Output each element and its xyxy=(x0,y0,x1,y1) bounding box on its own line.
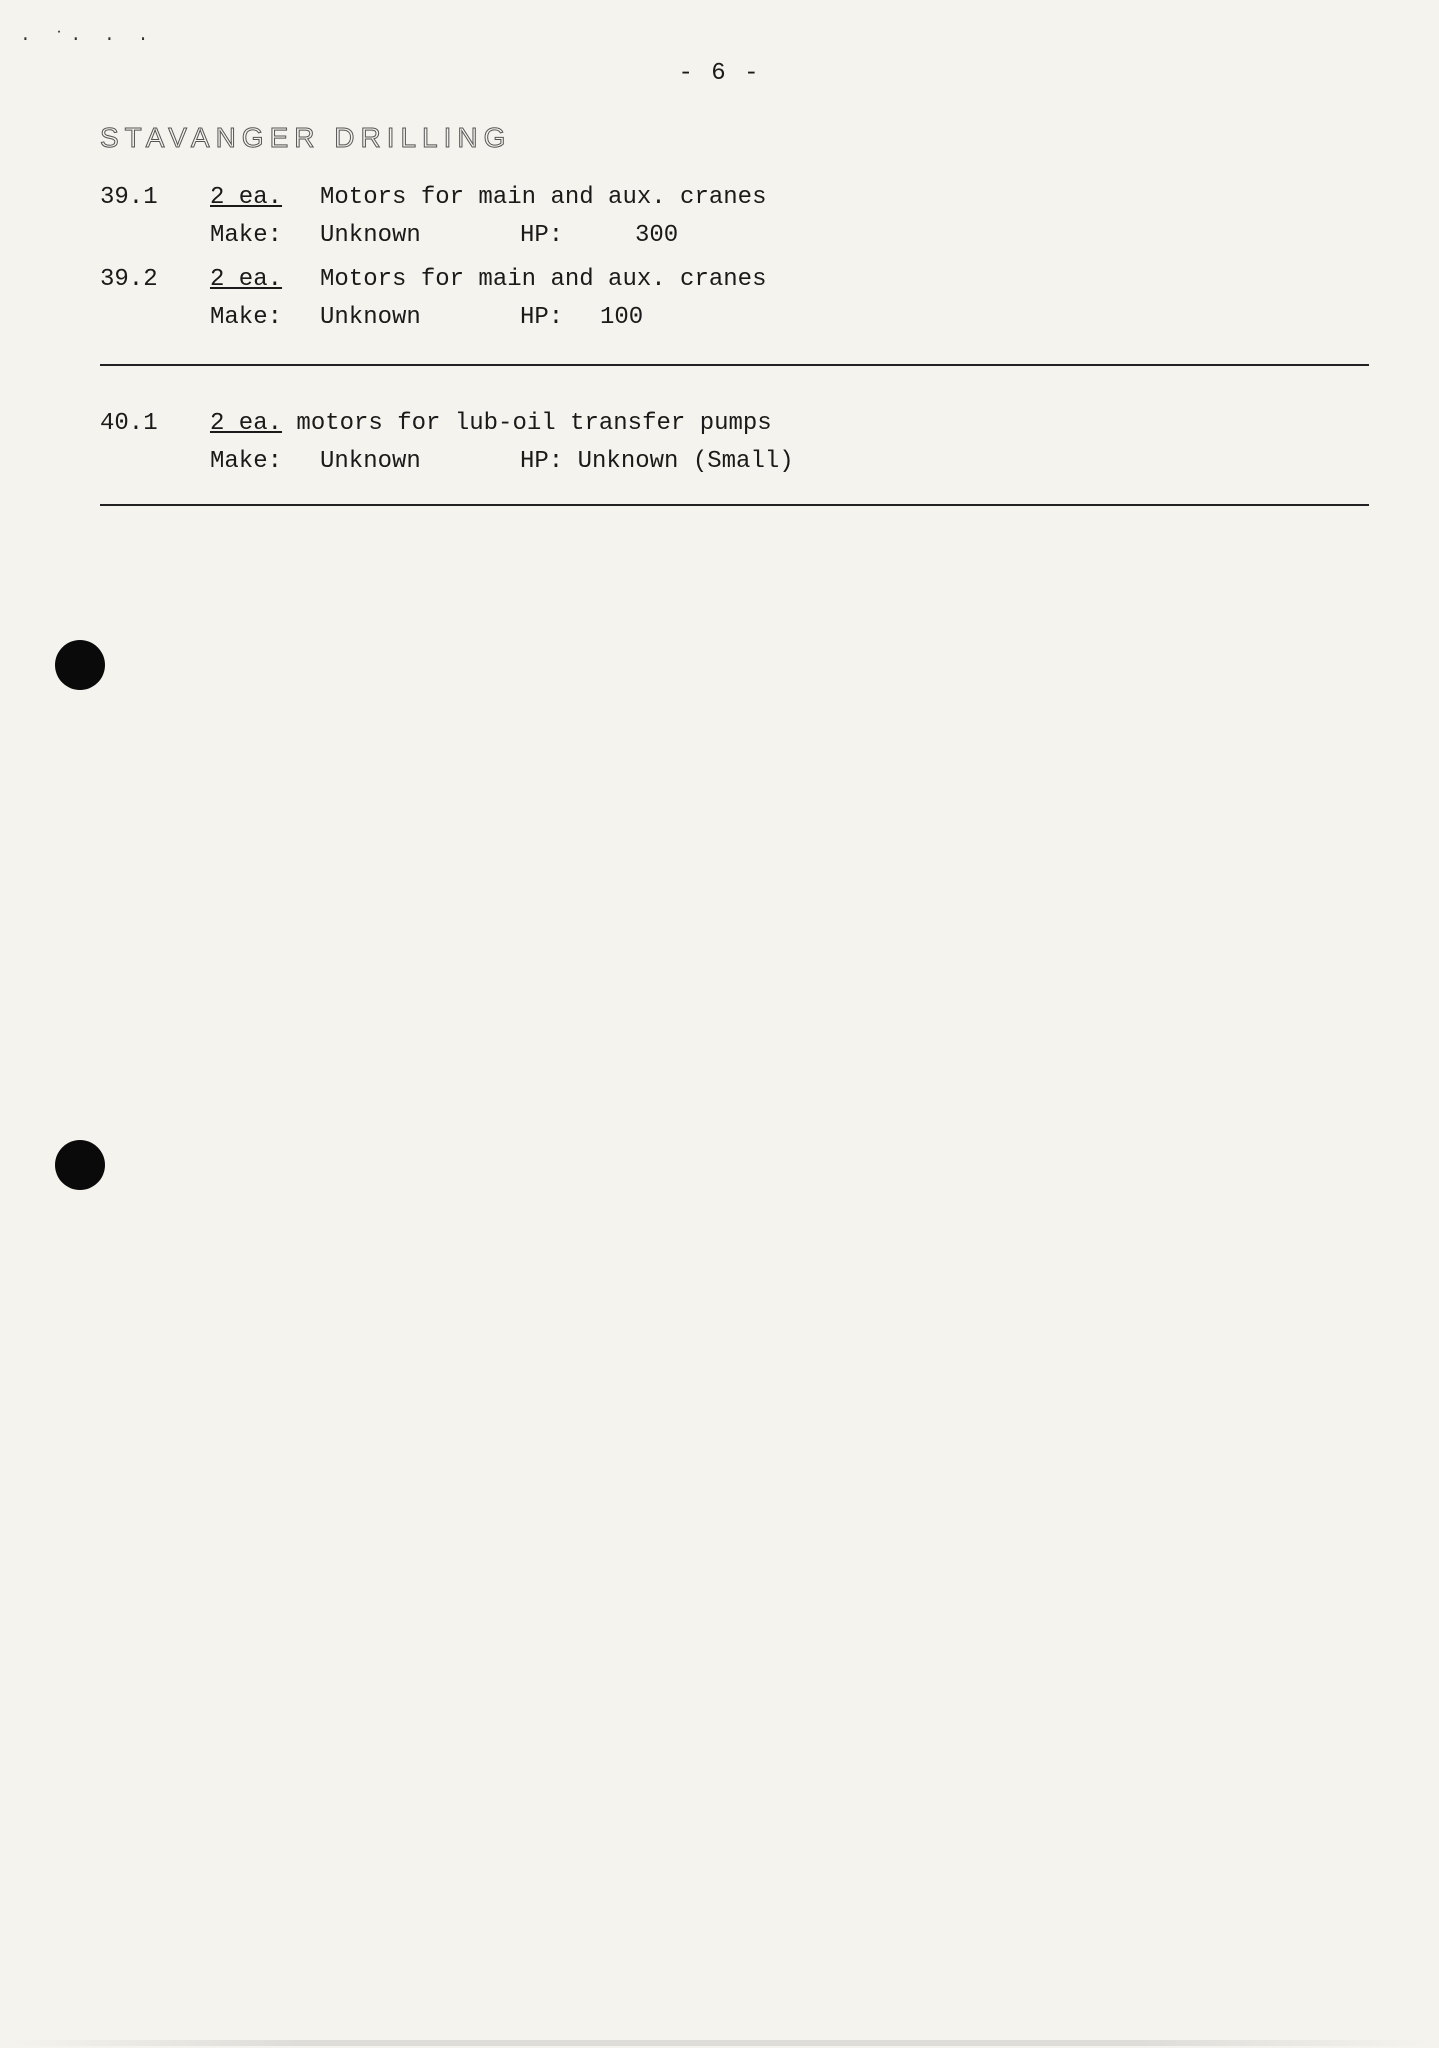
make-value: Unknown xyxy=(320,444,520,480)
letterhead-title: STAVANGER DRILLING xyxy=(100,122,511,154)
page-bottom-edge xyxy=(10,2040,1429,2046)
content-area: 39.1 2 ea. Motors for main and aux. cran… xyxy=(100,180,1369,506)
document-page: · ˙· · · - 6 - STAVANGER DRILLING 39.1 2… xyxy=(0,0,1439,2048)
description: Motors for main and aux. cranes xyxy=(320,180,766,216)
entry-39-1: 39.1 2 ea. Motors for main and aux. cran… xyxy=(100,180,1369,254)
quantity: 2 ea. xyxy=(210,180,320,216)
description: motors for lub-oil transfer pumps xyxy=(296,410,771,437)
item-number: 40.1 xyxy=(100,406,210,442)
entry-line: Make: Unknown HP: Unknown (Small) xyxy=(100,444,1369,480)
item-number: 39.2 xyxy=(100,262,210,298)
page-number: - 6 - xyxy=(0,60,1439,87)
make-label: Make: xyxy=(210,444,320,480)
quantity: 2 ea. xyxy=(210,262,320,298)
description: Motors for main and aux. cranes xyxy=(320,262,766,298)
entry-line: 40.1 2 ea. motors for lub-oil transfer p… xyxy=(100,406,1369,442)
entry-line: 39.1 2 ea. Motors for main and aux. cran… xyxy=(100,180,1369,216)
make-value: Unknown xyxy=(320,300,520,336)
hole-punch-icon xyxy=(55,640,105,690)
hp-label: HP: xyxy=(520,448,563,475)
hole-punch-icon xyxy=(55,1140,105,1190)
section-divider xyxy=(100,364,1369,366)
quantity: 2 ea. xyxy=(210,410,282,437)
entry-39-2: 39.2 2 ea. Motors for main and aux. cran… xyxy=(100,262,1369,336)
hp-block: HP: Unknown (Small) xyxy=(520,444,794,480)
hp-value: 100 xyxy=(600,300,643,336)
hp-label: HP: xyxy=(520,218,600,254)
entry-line: Make: Unknown HP: 100 xyxy=(100,300,1369,336)
item-number: 39.1 xyxy=(100,180,210,216)
scan-artifact-specks: · ˙· · · xyxy=(20,30,154,50)
hp-value: 300 xyxy=(635,218,678,254)
make-label: Make: xyxy=(210,218,320,254)
spacer xyxy=(100,444,210,480)
spacer xyxy=(100,300,210,336)
make-value: Unknown xyxy=(320,218,520,254)
qty-desc: 2 ea. motors for lub-oil transfer pumps xyxy=(210,406,772,442)
entry-line: Make: Unknown HP: 300 xyxy=(100,218,1369,254)
entry-40-1: 40.1 2 ea. motors for lub-oil transfer p… xyxy=(100,406,1369,480)
spacer xyxy=(100,218,210,254)
section-divider xyxy=(100,504,1369,506)
spacer xyxy=(600,218,635,254)
make-label: Make: xyxy=(210,300,320,336)
entry-line: 39.2 2 ea. Motors for main and aux. cran… xyxy=(100,262,1369,298)
hp-label: HP: xyxy=(520,300,600,336)
hp-value: Unknown (Small) xyxy=(578,448,794,475)
